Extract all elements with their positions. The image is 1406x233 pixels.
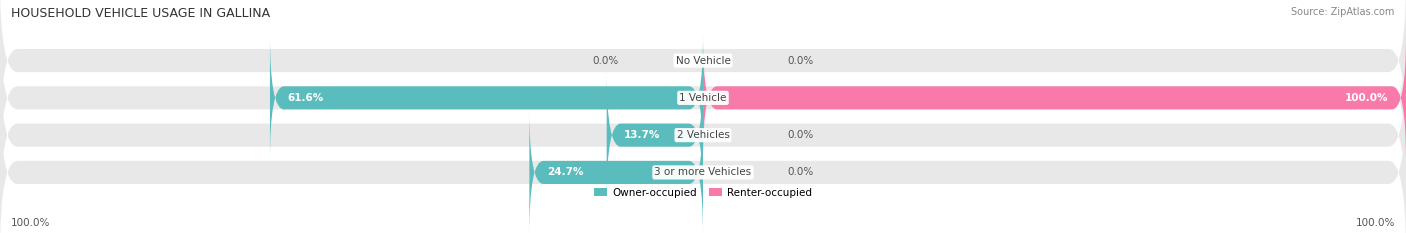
FancyBboxPatch shape bbox=[703, 35, 1406, 161]
FancyBboxPatch shape bbox=[607, 72, 703, 198]
Text: 24.7%: 24.7% bbox=[547, 168, 583, 177]
FancyBboxPatch shape bbox=[0, 54, 1406, 217]
Text: 0.0%: 0.0% bbox=[787, 168, 814, 177]
FancyBboxPatch shape bbox=[0, 91, 1406, 233]
Text: 100.0%: 100.0% bbox=[1355, 218, 1395, 228]
Text: 2 Vehicles: 2 Vehicles bbox=[676, 130, 730, 140]
Text: 1 Vehicle: 1 Vehicle bbox=[679, 93, 727, 103]
Text: No Vehicle: No Vehicle bbox=[675, 56, 731, 65]
Text: 0.0%: 0.0% bbox=[787, 130, 814, 140]
Text: 61.6%: 61.6% bbox=[287, 93, 323, 103]
Text: 100.0%: 100.0% bbox=[11, 218, 51, 228]
Legend: Owner-occupied, Renter-occupied: Owner-occupied, Renter-occupied bbox=[595, 188, 811, 198]
FancyBboxPatch shape bbox=[530, 110, 703, 233]
Text: HOUSEHOLD VEHICLE USAGE IN GALLINA: HOUSEHOLD VEHICLE USAGE IN GALLINA bbox=[11, 7, 270, 20]
FancyBboxPatch shape bbox=[270, 35, 703, 161]
Text: 0.0%: 0.0% bbox=[787, 56, 814, 65]
FancyBboxPatch shape bbox=[0, 0, 1406, 142]
Text: Source: ZipAtlas.com: Source: ZipAtlas.com bbox=[1291, 7, 1395, 17]
Text: 100.0%: 100.0% bbox=[1346, 93, 1389, 103]
Text: 13.7%: 13.7% bbox=[624, 130, 661, 140]
Text: 3 or more Vehicles: 3 or more Vehicles bbox=[654, 168, 752, 177]
FancyBboxPatch shape bbox=[0, 16, 1406, 179]
Text: 0.0%: 0.0% bbox=[592, 56, 619, 65]
